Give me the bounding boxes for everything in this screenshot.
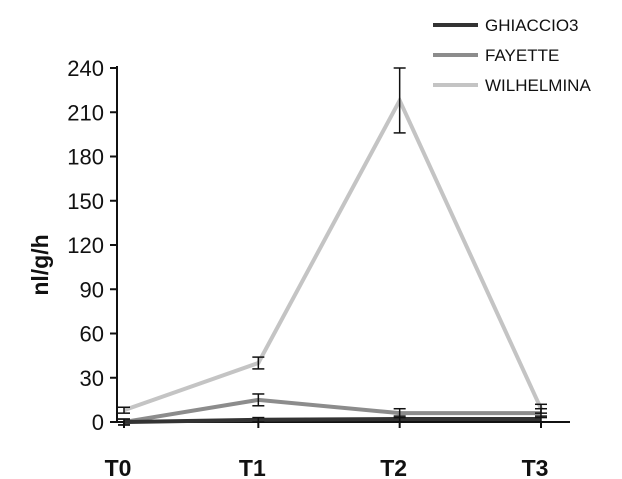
legend: GHIACCIO3 FAYETTE WILHELMINA <box>433 16 591 95</box>
y-tick-label: 30 <box>80 366 104 391</box>
series-line-wilhelmina <box>123 95 543 413</box>
legend-label-ghiaccio3: GHIACCIO3 <box>485 16 579 35</box>
x-axis-ticks: T0 T1 T2 T3 <box>105 422 549 479</box>
y-tick-label: 240 <box>67 56 104 81</box>
legend-label-fayette: FAYETTE <box>485 46 559 65</box>
x-tick-label: T3 <box>522 455 549 479</box>
y-tick-label: 150 <box>67 189 104 214</box>
x-tick-label: T0 <box>105 455 132 479</box>
y-tick-label: 0 <box>92 410 104 435</box>
y-tick-label: 210 <box>67 100 104 125</box>
x-tick-label: T1 <box>239 455 266 479</box>
y-axis-title: nl/g/h <box>27 234 53 295</box>
chart-axes <box>116 66 570 423</box>
y-axis-ticks: 0 30 60 90 120 150 180 210 240 <box>67 56 117 435</box>
y-tick-label: 60 <box>80 322 104 347</box>
series-line-ghiaccio3 <box>123 417 541 424</box>
series-line-fayette <box>123 397 541 424</box>
x-tick-label: T2 <box>380 455 407 479</box>
y-tick-label: 90 <box>80 277 104 302</box>
legend-label-wilhelmina: WILHELMINA <box>485 76 591 95</box>
error-bars-layer <box>118 67 547 426</box>
y-tick-label: 180 <box>67 145 104 170</box>
series-layer <box>123 95 543 424</box>
y-tick-label: 120 <box>67 233 104 258</box>
